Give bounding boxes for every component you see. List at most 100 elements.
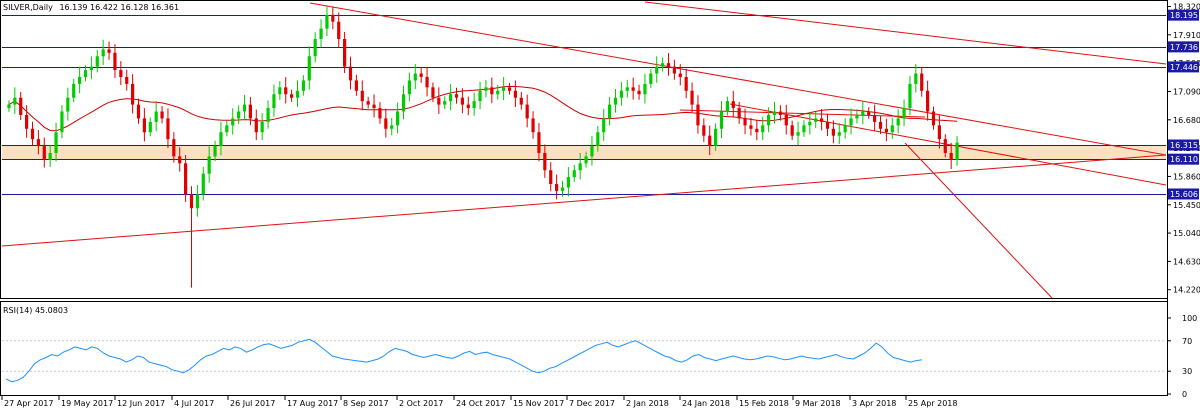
candle-body — [613, 97, 618, 105]
candle-body — [496, 90, 500, 95]
candle — [83, 65, 88, 82]
candle — [313, 32, 317, 63]
candle — [808, 111, 812, 135]
candle-body — [943, 139, 947, 153]
candle — [54, 122, 58, 162]
candle — [431, 82, 435, 103]
candle — [60, 104, 64, 139]
candle — [725, 96, 729, 116]
time-tick-label: 2 Jan 2018 — [626, 399, 669, 408]
candle-body — [237, 111, 241, 119]
candle-body — [166, 118, 170, 140]
trendlines-layer — [1, 1, 1167, 299]
candle — [661, 57, 665, 72]
candle — [219, 121, 223, 156]
candle-body — [655, 66, 659, 74]
candle — [796, 121, 800, 146]
candle-body — [136, 104, 141, 119]
candle-body — [313, 38, 317, 57]
rsi-tick-label: 70 — [1182, 337, 1192, 346]
candle-body — [95, 56, 99, 67]
candle — [902, 99, 906, 127]
candle — [325, 6, 329, 36]
candle — [331, 6, 335, 30]
candle-body — [325, 14, 329, 29]
candle-body — [814, 118, 818, 122]
candle — [884, 118, 888, 142]
candle — [943, 134, 947, 158]
candle — [66, 87, 70, 121]
candle — [107, 41, 111, 60]
rsi-tick-label: 30 — [1182, 367, 1192, 376]
candle-body — [272, 94, 276, 109]
candle-body — [225, 125, 229, 133]
candle-body — [619, 90, 623, 98]
candle — [855, 109, 859, 124]
candle — [242, 94, 247, 121]
candle-body — [825, 121, 830, 129]
time-tick-label: 15 Nov 2017 — [513, 399, 564, 408]
rsi-pane — [0, 301, 1168, 396]
candle-body — [66, 97, 70, 112]
candle — [837, 123, 841, 144]
candle-body — [719, 111, 724, 129]
candle — [172, 132, 176, 163]
candle — [30, 121, 35, 146]
candle — [666, 53, 671, 76]
candle — [437, 87, 441, 114]
candle — [625, 79, 629, 98]
candle-body — [784, 114, 788, 126]
time-tick-label: 17 Aug 2017 — [287, 399, 338, 408]
trendline-3 — [729, 103, 1167, 186]
candle — [825, 113, 830, 137]
candle — [284, 77, 288, 104]
candle-body — [396, 111, 400, 126]
candle-body — [884, 128, 888, 133]
candle-body — [796, 132, 800, 136]
candle — [207, 146, 211, 183]
candle-body — [507, 87, 512, 91]
candle-body — [714, 128, 718, 147]
candle-body — [472, 101, 476, 109]
candle-body — [301, 80, 305, 91]
candle-body — [531, 118, 535, 133]
candle — [472, 92, 476, 116]
candle — [160, 106, 164, 124]
candle-body — [778, 111, 782, 115]
candle-body — [772, 111, 777, 115]
candle — [148, 117, 152, 137]
time-tick-label: 9 Mar 2018 — [795, 399, 841, 408]
candle — [213, 140, 217, 162]
candle-body — [549, 170, 553, 185]
candle-body — [725, 101, 729, 112]
price-tick-label: 14.630 — [1173, 257, 1200, 266]
candle-body — [849, 118, 853, 126]
candle — [89, 56, 93, 80]
candle-body — [731, 101, 735, 109]
candle-body — [566, 177, 570, 188]
candle-body — [831, 128, 835, 136]
candle-body — [454, 94, 459, 98]
candle — [113, 44, 117, 78]
candle — [7, 100, 11, 112]
candle-body — [926, 90, 930, 112]
time-tick-label: 24 Jan 2018 — [682, 399, 730, 408]
candle-body — [584, 156, 588, 164]
candle-body — [702, 125, 706, 136]
candle — [490, 77, 494, 104]
candle — [890, 118, 894, 139]
candle-body — [160, 111, 164, 119]
candle-body — [931, 111, 936, 126]
candle-body — [101, 49, 105, 57]
candle — [631, 77, 635, 100]
candle — [343, 31, 347, 73]
candle — [949, 142, 953, 170]
time-tick-label: 25 Apr 2018 — [908, 399, 957, 408]
trendline-5 — [679, 109, 926, 118]
candle-body — [195, 194, 199, 209]
candle — [820, 108, 824, 131]
candle — [178, 147, 182, 172]
time-tick-label: 15 Feb 2018 — [739, 399, 789, 408]
candle-body — [407, 80, 411, 95]
